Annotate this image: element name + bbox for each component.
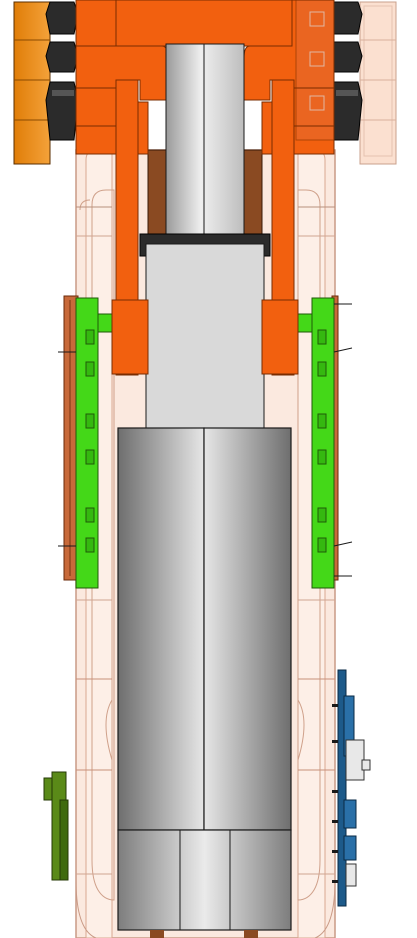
mount-block-left-icon: [13, 1, 51, 165]
mount-bracket-icon: [43, 771, 69, 881]
hydraulic-rod-icon: [139, 43, 271, 431]
mount-block-right-icon: [359, 1, 397, 165]
panel-rivets-icon: [309, 11, 325, 111]
guide-rail-left-icon: [58, 297, 115, 589]
hex-nut-icon: [329, 1, 363, 141]
hex-nut-icon: [45, 1, 79, 141]
mount-bracket-icon: [63, 295, 79, 581]
sensor-board-icon: [332, 669, 371, 907]
hydraulic-cylinder-icon: [117, 427, 292, 938]
clevis-knuckle-icon: [111, 299, 299, 375]
guide-rail-right-icon: [295, 297, 353, 589]
